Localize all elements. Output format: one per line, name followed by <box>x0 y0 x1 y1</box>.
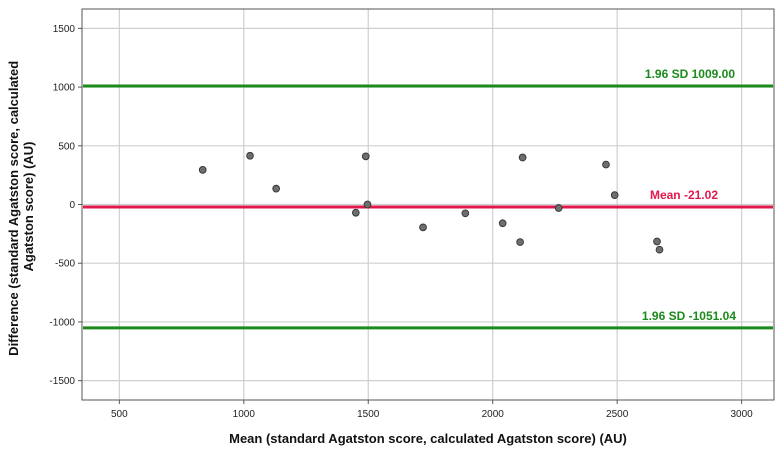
x-tick-label: 1000 <box>233 409 256 420</box>
data-points <box>198 151 664 254</box>
data-point <box>653 237 661 246</box>
y-axis-title-line-2: Agatston score) (AU) <box>21 141 36 271</box>
x-axis-ticks: 500 1000 1500 2000 2500 3000 <box>111 400 753 420</box>
data-point <box>363 200 372 209</box>
y-tick-label: -500 <box>55 259 75 270</box>
reference-label-1-96-sd: 1.96 SD -1051.04 <box>642 309 736 323</box>
data-point <box>361 152 370 161</box>
y-axis-title: Difference (standard Agatston score, cal… <box>6 57 36 356</box>
x-tick-label: 3000 <box>731 409 754 420</box>
data-point <box>602 160 610 169</box>
x-tick-label: 1500 <box>357 409 380 420</box>
data-point <box>246 151 254 160</box>
y-tick-label: 1000 <box>53 83 76 94</box>
x-tick-label: 500 <box>111 409 128 420</box>
reference-label-mean: Mean -21.02 <box>650 188 718 202</box>
reference-lines <box>83 84 773 330</box>
data-point <box>516 238 524 246</box>
y-tick-label: -1500 <box>49 376 75 387</box>
data-point <box>272 184 281 193</box>
data-point <box>351 208 360 217</box>
y-tick-label: -1000 <box>49 317 75 328</box>
data-point <box>655 245 664 254</box>
data-point <box>419 223 427 232</box>
y-axis-title-line-1: Difference (standard Agatston score, cal… <box>6 61 21 356</box>
data-point <box>498 219 507 228</box>
data-point <box>610 191 619 199</box>
y-tick-label: 500 <box>58 141 75 152</box>
x-tick-label: 2000 <box>482 409 505 420</box>
reference-line-labels: 1.96 SD 1009.00 Mean -21.02 1.96 SD -1051.… <box>642 67 736 323</box>
reference-label-1-96-sd: 1.96 SD 1009.00 <box>645 67 735 81</box>
y-tick-label: 1500 <box>53 24 76 35</box>
data-point <box>198 166 207 174</box>
x-axis-title: Mean (standard Agatston score, calculate… <box>229 431 627 446</box>
x-tick-label: 2500 <box>606 409 629 420</box>
y-axis-ticks: -1500 -1000 -500 0 500 1000 1500 <box>49 24 82 387</box>
y-tick-label: 0 <box>69 200 75 211</box>
data-point <box>554 204 563 212</box>
data-point <box>461 209 470 218</box>
data-point <box>518 153 527 162</box>
